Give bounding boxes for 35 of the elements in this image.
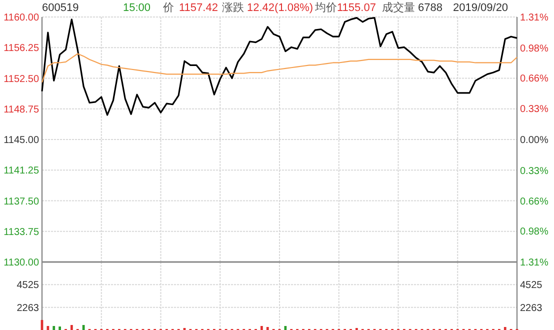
y2-tick-label: 0.33% <box>520 104 548 116</box>
y2-tick-label: 0.98% <box>520 43 548 54</box>
y-tick-label: 1137.50 <box>4 196 40 208</box>
y2-tick-label: 1.31% <box>520 258 548 268</box>
line-series <box>41 53 518 83</box>
text: 600519 <box>42 2 79 14</box>
y-tick-label: 1130.00 <box>4 258 40 268</box>
text: 成交量 <box>382 1 415 14</box>
y2-tick-label: 0.00% <box>520 135 548 146</box>
y-tick-label: 1145.00 <box>4 135 40 146</box>
text: 均价 <box>314 2 337 14</box>
y2-tick-label: 0.66% <box>520 196 548 208</box>
y-tick-label: 1156.25 <box>4 43 40 54</box>
text: 15:00 <box>123 2 151 14</box>
y-tick-label: 1160.00 <box>4 12 40 24</box>
text: 6788 <box>418 2 442 14</box>
y2-tick-label: 0.98% <box>520 226 548 238</box>
y-tick-label: 4525 <box>16 280 40 292</box>
y2-tick-label: 4525 <box>520 280 543 292</box>
y-tick-label: 1133.75 <box>4 226 40 238</box>
y-tick-label: 2263 <box>16 302 40 314</box>
y2-tick-label: 0.66% <box>520 73 548 84</box>
text: 2019/09/20 <box>453 2 508 14</box>
text: 1157.42 <box>179 2 218 14</box>
y-tick-label: 1148.75 <box>4 104 40 116</box>
y-tick-label: 1141.25 <box>4 166 40 177</box>
y-tick-label: 1152.50 <box>4 74 40 85</box>
text: 涨跌 <box>222 2 244 14</box>
text: 价 <box>162 2 174 14</box>
text: 12.42(1.08%) <box>247 2 314 14</box>
y2-tick-label: 2263 <box>520 302 543 314</box>
y2-tick-label: 0.33% <box>520 166 548 177</box>
y2-tick-label: 1.31% <box>520 12 548 24</box>
line-series <box>41 17 518 116</box>
text: 1155.07 <box>337 2 376 14</box>
